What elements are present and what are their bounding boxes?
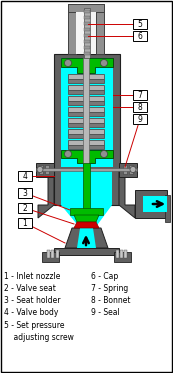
Bar	[54, 54, 120, 170]
Text: 5: 5	[138, 20, 142, 29]
Bar	[124, 250, 127, 258]
Bar	[123, 165, 127, 174]
Bar	[47, 250, 50, 258]
Text: 6: 6	[138, 32, 142, 41]
Bar	[76, 12, 96, 54]
Bar	[18, 188, 32, 198]
Bar	[129, 165, 133, 174]
Bar	[36, 168, 137, 171]
Bar	[96, 4, 104, 54]
Bar	[84, 34, 90, 37]
Bar	[56, 250, 59, 258]
Polygon shape	[61, 170, 112, 228]
Bar	[119, 163, 137, 177]
Polygon shape	[68, 134, 104, 138]
Bar	[84, 40, 90, 43]
Bar	[133, 114, 147, 124]
Bar	[68, 4, 104, 12]
Bar	[61, 58, 113, 167]
Bar	[84, 46, 90, 49]
Bar	[61, 170, 112, 205]
Text: 6 - Cap
7 - Spring
8 - Bonnet
9 - Seal: 6 - Cap 7 - Spring 8 - Bonnet 9 - Seal	[91, 272, 130, 317]
Polygon shape	[68, 107, 104, 112]
Polygon shape	[68, 85, 104, 90]
Bar	[84, 22, 90, 25]
Polygon shape	[68, 96, 104, 100]
Polygon shape	[68, 144, 104, 149]
Bar	[133, 102, 147, 112]
Circle shape	[65, 150, 71, 157]
Bar	[143, 196, 167, 212]
Text: 8: 8	[138, 103, 142, 112]
Polygon shape	[70, 208, 103, 215]
Bar	[18, 171, 32, 181]
Bar	[83, 58, 89, 170]
Polygon shape	[38, 170, 54, 218]
Polygon shape	[68, 74, 104, 78]
Bar	[18, 203, 32, 213]
Bar	[36, 163, 54, 177]
Polygon shape	[68, 90, 104, 94]
Text: 9: 9	[138, 115, 142, 124]
Bar	[39, 165, 43, 174]
Bar	[84, 8, 90, 78]
Polygon shape	[77, 228, 96, 248]
Bar	[165, 195, 170, 222]
Bar	[45, 165, 49, 174]
Bar	[116, 250, 119, 258]
Bar	[68, 4, 76, 54]
Polygon shape	[68, 118, 104, 122]
Polygon shape	[74, 222, 99, 228]
Polygon shape	[68, 129, 104, 134]
Polygon shape	[68, 140, 104, 144]
Circle shape	[101, 150, 107, 157]
Polygon shape	[119, 170, 135, 218]
Text: 4: 4	[22, 172, 28, 181]
Bar	[135, 190, 167, 218]
Bar	[133, 31, 147, 41]
Bar	[133, 90, 147, 100]
Bar	[42, 252, 59, 262]
Text: 2: 2	[23, 204, 27, 213]
Bar	[84, 10, 90, 13]
Polygon shape	[61, 150, 113, 163]
Polygon shape	[68, 112, 104, 116]
Bar	[114, 252, 131, 262]
Circle shape	[37, 166, 43, 172]
Polygon shape	[68, 122, 104, 127]
Polygon shape	[68, 78, 104, 83]
Text: 7: 7	[138, 91, 142, 100]
Bar	[83, 163, 90, 215]
Text: 1: 1	[23, 219, 27, 228]
Bar	[18, 218, 32, 228]
Text: 1 - Inlet nozzle
2 - Valve seat
3 - Seat holder
4 - Valve body
5 - Set pressure
: 1 - Inlet nozzle 2 - Valve seat 3 - Seat…	[4, 272, 74, 342]
Bar	[84, 16, 90, 19]
Polygon shape	[61, 58, 113, 73]
Bar	[84, 28, 90, 31]
Bar	[133, 19, 147, 29]
Bar	[120, 250, 123, 258]
Bar	[51, 250, 54, 258]
Polygon shape	[68, 100, 104, 105]
Polygon shape	[74, 215, 99, 222]
Bar	[54, 170, 119, 205]
Circle shape	[130, 166, 136, 172]
Bar	[54, 248, 119, 255]
Bar	[84, 52, 90, 55]
Text: 3: 3	[22, 189, 28, 198]
Circle shape	[101, 60, 107, 66]
Polygon shape	[65, 228, 108, 248]
Circle shape	[65, 60, 71, 66]
